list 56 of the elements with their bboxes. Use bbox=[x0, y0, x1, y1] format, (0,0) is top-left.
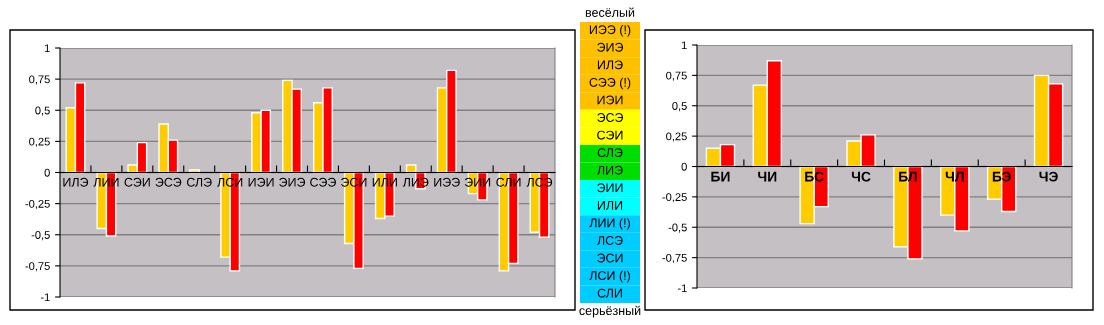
x-tick-label: ЭСИ bbox=[341, 177, 367, 187]
x-tick-label: ЭИЭ bbox=[279, 177, 306, 187]
y-tick-label: -0,25 bbox=[25, 199, 50, 210]
category-label: ИЭЭ (!) bbox=[589, 24, 631, 37]
x-tick-label: ЧЭ bbox=[1039, 171, 1058, 182]
category-label: СЭИ bbox=[597, 130, 623, 140]
category-label: ЭСЭ bbox=[597, 113, 623, 122]
category-label: ЛИИ (!) bbox=[589, 218, 630, 230]
x-tick-label: ИЭИ bbox=[248, 177, 274, 187]
y-tick-label: 1 bbox=[681, 41, 687, 50]
category-label: ЛСЭ bbox=[597, 236, 623, 245]
y-tick-label: 0 bbox=[681, 162, 687, 171]
x-tick-label: ИЛЭ bbox=[63, 177, 89, 187]
x-tick-label: СЛИ bbox=[496, 177, 521, 187]
y-tick-label: 0,75 bbox=[29, 75, 50, 85]
x-tick-label: СЛЭ bbox=[186, 177, 212, 187]
x-tick-label: ЛСИ bbox=[217, 177, 243, 187]
y-tick-label: 1 bbox=[44, 44, 50, 53]
x-tick-label: ЧИ bbox=[758, 171, 777, 182]
y-tick-label: 0,25 bbox=[29, 137, 50, 147]
x-tick-label: БЭ bbox=[992, 171, 1011, 182]
category-label: ИЭИ bbox=[597, 95, 623, 105]
x-tick-label: ЛСЭ bbox=[526, 177, 553, 187]
y-tick-label: -1 bbox=[677, 284, 687, 293]
y-tick-label: -0,75 bbox=[662, 253, 687, 264]
y-tick-label: 0,75 bbox=[666, 71, 687, 81]
y-tick-label: 0,25 bbox=[666, 132, 687, 142]
x-tick-label: ЛИИ bbox=[93, 177, 119, 187]
x-tick-label: БИ bbox=[711, 171, 730, 182]
category-label: ИЛИ bbox=[597, 201, 623, 210]
x-tick-label: ЭСЭ bbox=[155, 177, 182, 187]
text: весёлый bbox=[585, 7, 635, 17]
y-tick-label: -1 bbox=[40, 293, 50, 302]
x-tick-label: ЭИИ bbox=[464, 177, 491, 187]
text: серьёзный bbox=[579, 305, 641, 318]
x-tick-label: СЭИ bbox=[124, 177, 150, 187]
y-tick-label: -0,5 bbox=[668, 223, 687, 233]
y-tick-label: -0,25 bbox=[662, 193, 687, 203]
category-label: СЭЭ (!) bbox=[589, 77, 631, 90]
x-tick-label: БЛ bbox=[899, 171, 917, 182]
y-tick-label: 0,5 bbox=[35, 106, 50, 116]
x-tick-label: ИЛИ bbox=[372, 177, 397, 187]
x-tick-label: ЧС bbox=[851, 171, 871, 182]
x-tick-label: ИЭЭ bbox=[434, 177, 460, 187]
category-label: ИЛЭ bbox=[597, 60, 623, 70]
category-label: ЭИЭ bbox=[597, 42, 624, 52]
category-label: ЭСИ bbox=[597, 253, 623, 263]
y-tick-label: 0 bbox=[44, 168, 50, 177]
x-tick-label: СЭЭ bbox=[310, 177, 336, 187]
y-tick-label: -0,5 bbox=[31, 231, 50, 241]
category-label: ЛСИ (!) bbox=[589, 270, 630, 283]
category-label: СЛЭ bbox=[597, 148, 623, 158]
y-tick-label: 0,5 bbox=[672, 102, 687, 112]
x-tick-label: БС bbox=[805, 171, 824, 182]
category-label: СЛИ bbox=[597, 288, 622, 298]
y-tick-label: -0,75 bbox=[25, 262, 50, 272]
